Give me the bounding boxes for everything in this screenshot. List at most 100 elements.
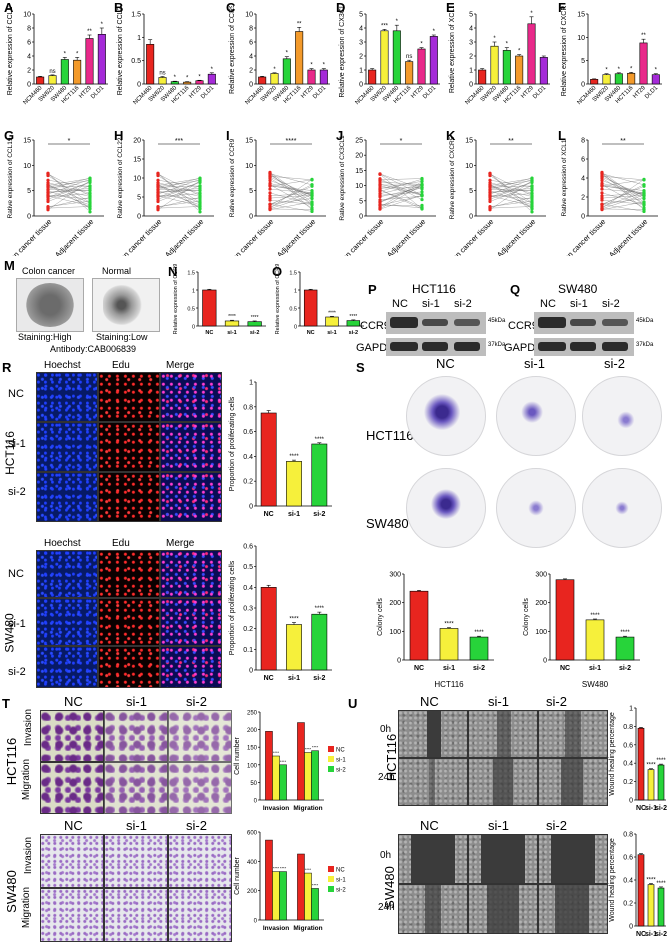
y-tick-label: 5 bbox=[137, 195, 141, 202]
u-col-si2-1: si-2 bbox=[546, 694, 567, 709]
tumor-point bbox=[46, 190, 50, 194]
pair-line bbox=[157, 197, 201, 208]
pair-line bbox=[47, 173, 91, 212]
pair-line bbox=[157, 185, 201, 202]
pair-line bbox=[157, 173, 201, 212]
pair-line bbox=[47, 206, 91, 209]
panel-label-c: C bbox=[226, 0, 236, 15]
chart-s-sw480-colony: Colony cells 0 100 200 300 NC **** si-1 **** si-2… bbox=[523, 572, 640, 689]
pair-line bbox=[601, 200, 645, 205]
tumor-point bbox=[600, 187, 604, 191]
x-tick-label: si-1 bbox=[589, 665, 601, 672]
tumor-point bbox=[378, 177, 382, 181]
pair-line bbox=[601, 208, 645, 210]
y-axis-label: Relative expression of CXCR5 bbox=[561, 6, 568, 96]
y-tick-label: 1 bbox=[469, 68, 473, 75]
pair-line bbox=[601, 184, 645, 208]
panel-r-edu: Hoechst Edu Merge HCT116 NC si-1 si-2 Ho… bbox=[0, 356, 230, 688]
y-tick-label: 1 bbox=[249, 380, 253, 387]
tumor-point bbox=[46, 171, 50, 176]
m-antibody: Antibody:CAB006839 bbox=[50, 344, 137, 354]
pair-line bbox=[157, 182, 201, 194]
panel-label-f: F bbox=[558, 0, 566, 15]
wb-q-strip-ccr9 bbox=[534, 312, 634, 334]
tumor-point bbox=[600, 194, 604, 198]
panel-label-j: J bbox=[336, 128, 344, 143]
pair-line bbox=[379, 195, 423, 201]
panel-s-colony: NC si-1 si-2 HCT116 SW480 bbox=[356, 356, 668, 566]
wb-q-lane-nc: NC bbox=[540, 298, 556, 310]
pair-line bbox=[489, 195, 533, 207]
pair-line bbox=[379, 189, 423, 210]
panel-label-r: R bbox=[2, 360, 12, 375]
y-tick-label: 1 bbox=[629, 706, 633, 713]
bar bbox=[311, 613, 328, 671]
legend-label: si-2 bbox=[336, 768, 346, 774]
significance-label: * bbox=[286, 51, 289, 57]
x-tick-label: NC bbox=[307, 330, 315, 336]
tumor-point bbox=[600, 181, 604, 185]
bar bbox=[195, 80, 204, 85]
significance-label: **** bbox=[328, 310, 336, 316]
significance-label: ns bbox=[159, 71, 165, 77]
x-tick-label: Colon cancer tissue bbox=[226, 217, 275, 256]
tumor-point bbox=[268, 202, 272, 207]
tumor-point bbox=[600, 174, 604, 178]
chart-l-xcl1-paired: Rative expression of XCL1 0 2 4 6 8 ** Colon ca… bbox=[558, 138, 658, 256]
bar bbox=[260, 412, 277, 507]
wb-q-kda-45: 45kDa bbox=[636, 318, 654, 324]
significance-label: **** bbox=[305, 746, 312, 751]
significance-label: * bbox=[506, 42, 509, 48]
wb-q-row-ccr9: CCR9 bbox=[508, 320, 538, 332]
pair-line bbox=[269, 193, 313, 197]
y-axis-label: Wound healing percentage bbox=[609, 712, 616, 796]
r-row-si1-1: si-1 bbox=[8, 438, 26, 450]
pair-line bbox=[269, 201, 313, 210]
adjacent-point bbox=[88, 191, 92, 195]
tumor-point bbox=[46, 183, 50, 187]
y-tick-label: 1.5 bbox=[131, 12, 141, 19]
adjacent-point bbox=[310, 193, 314, 197]
wb-q-title: SW480 bbox=[558, 282, 598, 296]
wb-p-lane-si1: si-1 bbox=[422, 298, 440, 310]
tumor-point bbox=[156, 178, 160, 182]
y-tick-label: 150 bbox=[247, 746, 258, 752]
wb-p-strip-gapdh bbox=[386, 338, 486, 356]
pair-line bbox=[47, 180, 91, 210]
r-row-nc-2: NC bbox=[8, 568, 24, 580]
legend-swatch bbox=[328, 886, 334, 892]
y-tick-label: 25 bbox=[355, 138, 363, 145]
pair-line bbox=[47, 181, 91, 200]
x-tick-label: Invasion bbox=[263, 925, 289, 932]
panel-label-t: T bbox=[2, 696, 10, 711]
bar bbox=[368, 69, 377, 85]
significance-label: **** bbox=[273, 866, 280, 871]
bar bbox=[325, 316, 339, 327]
significance-label: * bbox=[518, 49, 521, 55]
pair-line bbox=[269, 180, 313, 196]
bar bbox=[279, 764, 287, 801]
pair-line bbox=[47, 173, 91, 196]
bar bbox=[490, 45, 499, 85]
adjacent-point bbox=[88, 176, 92, 180]
pair-line bbox=[157, 186, 201, 197]
y-axis-label: Rative expression of CCL22 bbox=[117, 137, 124, 218]
u-col-nc-1: NC bbox=[420, 694, 439, 709]
x-tick-label: NC bbox=[264, 511, 274, 518]
wb-q-strip-gapdh bbox=[534, 338, 634, 356]
y-tick-label: 0 bbox=[581, 82, 585, 89]
y-tick-label: 0 bbox=[192, 325, 195, 331]
tumor-point bbox=[156, 205, 160, 210]
bar bbox=[202, 289, 217, 327]
pair-line bbox=[489, 188, 533, 193]
pair-line bbox=[379, 181, 423, 185]
y-tick-label: 200 bbox=[389, 600, 401, 607]
bar bbox=[303, 289, 318, 327]
bar bbox=[48, 75, 57, 85]
pair-line bbox=[489, 190, 533, 205]
legend-label: NC bbox=[336, 868, 345, 874]
tumor-point bbox=[600, 170, 604, 174]
panel-label-k: K bbox=[446, 128, 456, 143]
significance-label: * bbox=[618, 67, 621, 73]
significance-label: * bbox=[76, 51, 79, 57]
